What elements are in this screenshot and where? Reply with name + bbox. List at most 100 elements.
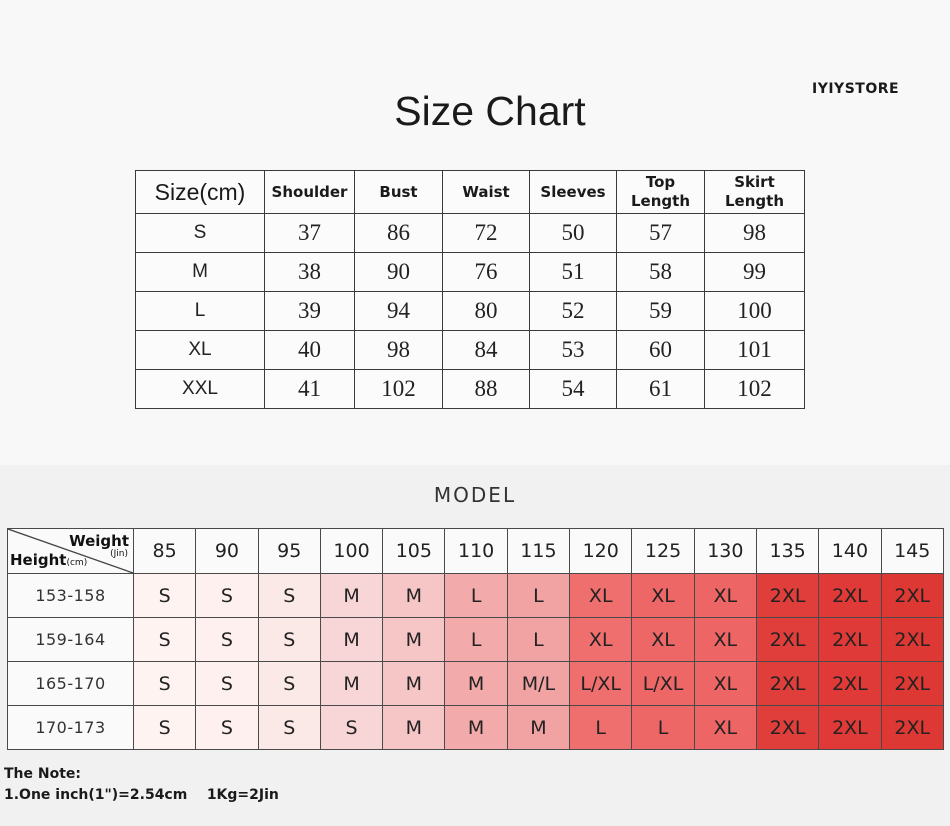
size-name-cell: XL [135, 330, 265, 370]
weight-header-cell: 115 [506, 528, 571, 574]
size-table-header: Bust [354, 170, 443, 214]
recommended-size-cell: XL [693, 705, 757, 750]
diagonal-divider [8, 529, 133, 573]
size-table: Size(cm) Shoulder Bust Waist Sleeves Top… [135, 170, 805, 409]
note-conversion: 1.One inch(1")=2.54cm 1Kg=2Jin [4, 787, 279, 803]
measurement-cell: 100 [704, 291, 805, 331]
recommended-size-cell: XL [693, 573, 757, 618]
recommended-size-cell: L [444, 573, 508, 618]
size-name-cell: XXL [135, 369, 265, 409]
height-range-cell: 159-164 [7, 617, 134, 662]
measurement-cell: 53 [529, 330, 617, 370]
header-line: Size(cm) [154, 178, 246, 205]
recommended-size-cell: S [195, 617, 259, 662]
measurement-cell: 101 [704, 330, 805, 370]
model-row: 170-173 S S S S M M M L L XL 2XL 2XL 2XL [7, 705, 944, 750]
header-line: Length [631, 192, 690, 210]
header-line: Sleeves [540, 182, 606, 201]
height-range-cell: 153-158 [7, 573, 134, 618]
recommended-size-cell: XL [693, 661, 757, 706]
measurement-cell: 86 [354, 213, 443, 253]
recommended-size-cell: S [257, 573, 321, 618]
height-range-cell: 165-170 [7, 661, 134, 706]
note: The Note: 1.One inch(1")=2.54cm 1Kg=2Jin [4, 764, 279, 806]
weight-header-cell: 125 [631, 528, 695, 574]
model-row: 165-170 S S S M M M M/L L/XL L/XL XL 2XL 2XL 2XL [7, 661, 944, 706]
recommended-size-cell: XL [569, 573, 633, 618]
size-row: M 38 90 76 51 58 99 [135, 252, 805, 292]
header-line: Shoulder [271, 182, 348, 201]
size-table-header: Top Length [616, 170, 705, 214]
size-name-cell: L [135, 291, 265, 331]
measurement-cell: 94 [354, 291, 443, 331]
measurement-cell: 57 [616, 213, 705, 253]
model-heading: MODEL [433, 483, 517, 507]
recommended-size-cell: S [195, 705, 259, 750]
header-line: Skirt [734, 173, 775, 191]
measurement-cell: 76 [442, 252, 530, 292]
model-header-row: Weight (Jin) Height(cm) 85 90 95 100 105 110 1… [7, 528, 944, 574]
model-row: 153-158 S S S M M L L XL XL XL 2XL 2XL 2XL [7, 573, 944, 618]
weight-header-cell: 140 [818, 528, 882, 574]
measurement-cell: 39 [264, 291, 355, 331]
weight-header-cell: 145 [880, 528, 944, 574]
size-row: XL 40 98 84 53 60 101 [135, 330, 805, 370]
measurement-cell: 51 [529, 252, 617, 292]
recommended-size-cell: S [257, 661, 321, 706]
header-line: Waist [462, 182, 510, 201]
measurement-cell: 52 [529, 291, 617, 331]
recommended-size-cell: 2XL [880, 617, 944, 662]
weight-header-cell: 95 [257, 528, 321, 574]
measurement-cell: 50 [529, 213, 617, 253]
size-table-header: Waist [442, 170, 530, 214]
size-table-body: S 37 86 72 50 57 98 M 38 90 76 51 58 99 L 39 94 80 52 59 100… [135, 213, 805, 409]
recommended-size-cell: L [444, 617, 508, 662]
measurement-cell: 59 [616, 291, 705, 331]
measurement-cell: 102 [354, 369, 443, 409]
recommended-size-cell: S [132, 617, 197, 662]
weight-label: Weight [69, 532, 129, 550]
measurement-cell: 80 [442, 291, 530, 331]
recommended-size-cell: M [382, 573, 446, 618]
recommended-size-cell: L/XL [631, 661, 695, 706]
recommended-size-cell: 2XL [755, 573, 820, 618]
model-table-body: 153-158 S S S M M L L XL XL XL 2XL 2XL 2XL 159-164 S S S M… [7, 573, 944, 750]
height-label: Height(cm) [10, 551, 87, 569]
measurement-cell: 61 [616, 369, 705, 409]
model-table: Weight (Jin) Height(cm) 85 90 95 100 105 110 1… [7, 528, 944, 750]
recommended-size-cell: XL [693, 617, 757, 662]
measurement-cell: 102 [704, 369, 805, 409]
recommended-size-cell: M [382, 617, 446, 662]
weight-header-cell: 120 [569, 528, 633, 574]
weight-header-cell: 90 [195, 528, 259, 574]
size-table-header: Size(cm) [135, 170, 265, 214]
recommended-size-cell: XL [569, 617, 633, 662]
size-table-header: Shoulder [264, 170, 355, 214]
recommended-size-cell: XL [631, 617, 695, 662]
weight-header-cell: 135 [755, 528, 820, 574]
cm-unit-label: (cm) [66, 558, 88, 568]
recommended-size-cell: L [631, 705, 695, 750]
recommended-size-cell: S [132, 705, 197, 750]
size-name-cell: S [135, 213, 265, 253]
model-row: 159-164 S S S M M L L XL XL XL 2XL 2XL 2XL [7, 617, 944, 662]
recommended-size-cell: L [506, 617, 571, 662]
note-heading: The Note: [4, 766, 82, 782]
brand-name: IYIYSTORE [812, 81, 900, 97]
recommended-size-cell: S [257, 705, 321, 750]
measurement-cell: 60 [616, 330, 705, 370]
recommended-size-cell: XL [631, 573, 695, 618]
recommended-size-cell: 2XL [880, 705, 944, 750]
recommended-size-cell: L [569, 705, 633, 750]
corner-cell: Weight (Jin) Height(cm) [7, 528, 134, 574]
recommended-size-cell: 2XL [818, 661, 882, 706]
recommended-size-cell: M [319, 617, 384, 662]
recommended-size-cell: 2XL [755, 705, 820, 750]
measurement-cell: 88 [442, 369, 530, 409]
weight-header-cell: 130 [693, 528, 757, 574]
measurement-cell: 41 [264, 369, 355, 409]
weight-header-cell: 85 [132, 528, 197, 574]
size-row: L 39 94 80 52 59 100 [135, 291, 805, 331]
measurement-cell: 58 [616, 252, 705, 292]
recommended-size-cell: 2XL [880, 573, 944, 618]
